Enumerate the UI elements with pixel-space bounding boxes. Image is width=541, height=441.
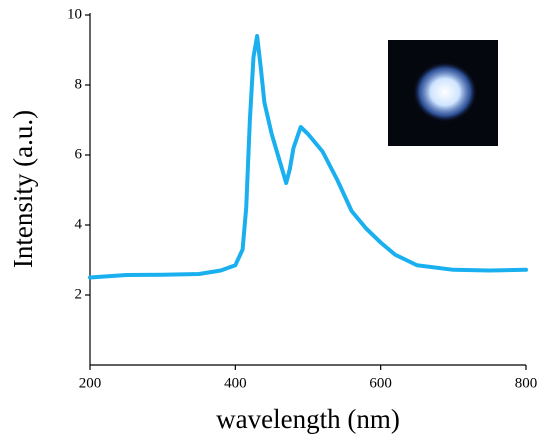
y-tick-label: 6 bbox=[75, 146, 83, 162]
x-tick-label: 200 bbox=[79, 375, 102, 391]
y-tick-label: 2 bbox=[75, 286, 83, 302]
inset-photo bbox=[388, 40, 498, 146]
x-axis-title: wavelength (nm) bbox=[216, 404, 400, 434]
x-tick-label: 600 bbox=[369, 375, 392, 391]
x-tick-label: 800 bbox=[515, 375, 538, 391]
y-tick-label: 10 bbox=[67, 6, 82, 22]
data-line bbox=[88, 34, 528, 280]
y-tick-label: 8 bbox=[75, 76, 83, 92]
x-tick-label: 400 bbox=[224, 375, 247, 391]
y-axis-title: Intensity (a.u.) bbox=[8, 110, 38, 268]
inset-glow bbox=[413, 62, 477, 122]
y-tick-label: 4 bbox=[75, 216, 83, 232]
